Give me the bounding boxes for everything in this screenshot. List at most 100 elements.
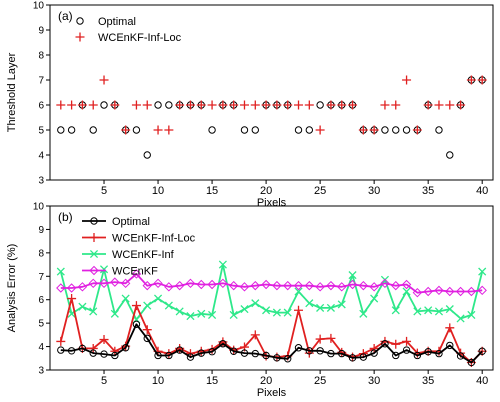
data-point-x: [56, 267, 65, 276]
data-point-plus: [358, 125, 368, 135]
data-point-plus: [67, 100, 77, 110]
data-point-plus: [110, 100, 120, 110]
legend-marker-x: [89, 249, 99, 259]
data-point-plus: [153, 125, 163, 135]
data-point-plus: [218, 100, 228, 110]
data-point-open-diamond: [99, 278, 109, 289]
data-point-x: [143, 301, 152, 310]
x-tick-label: 40: [476, 185, 488, 197]
data-point-open-circle: [424, 348, 432, 356]
data-point-open-circle: [467, 358, 476, 367]
data-point-plus: [294, 100, 304, 110]
data-point-x: [208, 310, 217, 320]
x-tick-label: 25: [314, 375, 326, 387]
data-point-plus: [283, 100, 293, 110]
data-point-open-diamond: [304, 280, 315, 291]
data-point-x: [283, 308, 292, 317]
data-point-plus: [412, 125, 422, 135]
series-line-open-circle: [60, 323, 483, 364]
data-point-open-diamond: [282, 280, 293, 291]
panel-a-data-marks: [56, 75, 487, 159]
data-point-open-circle: [240, 126, 249, 134]
data-point-plus: [304, 100, 314, 110]
data-point-x: [251, 299, 260, 308]
data-point-plus: [326, 100, 336, 110]
y-tick-label: 9: [38, 225, 44, 236]
panel-b-plot-frame: [49, 205, 494, 371]
series-line-x: [59, 263, 484, 321]
panel-b-y-axis-label: Analysis Error (%): [6, 244, 18, 333]
data-point-plus: [369, 125, 379, 135]
data-point-x: [186, 312, 195, 321]
data-point-x: [240, 305, 249, 314]
legend-label: WCEnKF-Inf: [112, 249, 175, 261]
data-point-open-diamond: [218, 278, 228, 289]
data-point-x: [402, 287, 411, 296]
data-point-open-diamond: [466, 286, 477, 297]
data-point-plus: [477, 75, 487, 85]
data-point-plus: [337, 100, 347, 110]
data-point-open-circle: [316, 347, 324, 355]
y-tick-label: 3: [38, 176, 44, 187]
data-point-open-diamond: [434, 285, 444, 296]
data-point-plus: [175, 100, 185, 110]
legend-label: Optimal: [98, 16, 136, 28]
data-point-open-circle: [402, 346, 411, 354]
data-point-open-diamond: [477, 285, 487, 296]
data-point-open-circle: [100, 101, 108, 109]
data-point-plus: [391, 339, 401, 349]
data-point-open-circle: [392, 351, 400, 360]
data-point-open-circle: [370, 349, 378, 357]
legend-label: Optimal: [112, 216, 150, 228]
data-point-open-diamond: [412, 287, 423, 298]
data-point-plus: [88, 100, 98, 110]
x-tick-label: 20: [260, 375, 272, 387]
y-tick-label: 7: [38, 76, 44, 87]
panel-a-axes: 5 10 15 20 25 30 35 40 3 4 5 6 7 8 9 10: [33, 1, 488, 198]
data-point-plus: [56, 336, 66, 346]
data-point-open-circle: [175, 346, 184, 354]
data-point-open-circle: [294, 344, 303, 352]
data-point-open-circle: [294, 126, 303, 134]
data-point-plus: [99, 335, 109, 345]
data-point-plus: [239, 100, 249, 110]
data-point-open-diamond: [347, 279, 358, 290]
data-point-open-diamond: [120, 278, 131, 289]
data-point-plus: [326, 333, 336, 343]
data-point-open-circle: [262, 351, 270, 360]
y-tick-label: 5: [38, 319, 44, 330]
data-point-plus: [391, 100, 401, 110]
data-point-open-circle: [348, 354, 357, 362]
data-point-open-diamond: [131, 269, 142, 279]
data-point-open-circle: [89, 349, 97, 357]
x-tick-label: 5: [101, 185, 107, 197]
data-point-open-circle: [273, 354, 281, 362]
data-point-x: [262, 306, 271, 315]
data-point-x: [78, 302, 87, 311]
data-point-x: [326, 303, 335, 312]
data-point-open-circle: [132, 126, 141, 134]
data-point-x: [391, 306, 400, 315]
data-point-open-diamond: [77, 282, 88, 292]
data-point-open-circle: [208, 348, 216, 356]
data-point-open-diamond: [380, 278, 390, 289]
data-point-plus: [445, 100, 455, 110]
data-point-plus: [369, 343, 379, 353]
data-point-x: [456, 314, 465, 323]
data-point-plus: [99, 75, 109, 85]
data-point-x: [164, 301, 173, 310]
data-point-plus: [294, 305, 304, 315]
data-point-open-circle: [229, 347, 238, 355]
y-tick-label: 8: [38, 248, 44, 259]
data-point-open-circle: [435, 349, 443, 358]
data-point-plus: [207, 100, 217, 110]
panel-b-axes: 5 10 15 20 25 30 35 40 3 4 5 6 7 8 9 10: [33, 202, 488, 388]
data-point-open-diamond: [401, 279, 412, 290]
data-point-plus: [67, 294, 77, 304]
data-point-x: [337, 300, 346, 309]
data-point-x: [359, 309, 368, 318]
data-point-plus: [229, 100, 239, 110]
data-point-open-diamond: [239, 282, 250, 292]
data-point-open-circle: [316, 101, 324, 109]
data-point-plus: [272, 100, 282, 110]
